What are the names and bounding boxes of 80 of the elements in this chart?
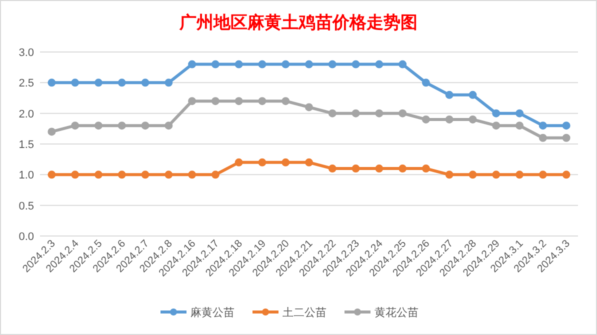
- point: [164, 170, 173, 179]
- point: [328, 164, 336, 173]
- point: [94, 170, 102, 179]
- point: [234, 97, 243, 106]
- point: [328, 109, 336, 118]
- y-tick-label: 1.5: [18, 139, 34, 151]
- point: [305, 103, 313, 112]
- y-tick-label: 2.0: [18, 108, 34, 120]
- point: [141, 78, 150, 87]
- point: [71, 170, 80, 179]
- point: [468, 170, 477, 179]
- point: [562, 134, 570, 142]
- point: [71, 78, 80, 87]
- point: [94, 78, 102, 87]
- point: [258, 158, 266, 166]
- legend-label: 黄花公苗: [374, 306, 418, 319]
- point: [71, 122, 80, 130]
- point: [468, 115, 477, 124]
- point: [422, 78, 430, 87]
- point: [118, 170, 126, 179]
- point: [422, 115, 430, 124]
- point: [188, 170, 196, 179]
- point: [492, 109, 500, 118]
- point: [211, 97, 220, 106]
- point: [445, 170, 454, 179]
- point: [164, 78, 173, 87]
- point: [258, 60, 266, 68]
- y-tick-label: 2.5: [18, 78, 34, 90]
- point: [516, 122, 524, 130]
- point: [188, 60, 196, 68]
- y-tick-label: 0.0: [18, 231, 34, 243]
- point: [211, 60, 220, 68]
- point: [258, 97, 266, 106]
- point: [234, 158, 243, 166]
- y-tick-label: 0.5: [18, 200, 34, 212]
- point: [375, 164, 384, 173]
- point: [141, 170, 150, 179]
- point: [282, 60, 290, 68]
- point: [562, 122, 570, 130]
- point: [118, 122, 126, 130]
- point: [328, 60, 336, 68]
- legend-label: 麻黄公苗: [190, 306, 234, 319]
- point: [422, 164, 430, 173]
- point: [48, 170, 56, 179]
- point: [398, 164, 407, 173]
- point: [538, 134, 547, 142]
- point: [118, 78, 126, 87]
- y-tick-label: 1.0: [18, 170, 34, 182]
- point: [282, 158, 290, 166]
- point: [445, 115, 454, 124]
- point: [538, 170, 547, 179]
- chart-title: 广州地区麻黄土鸡苗价格走势图: [178, 13, 418, 32]
- point: [516, 170, 524, 179]
- point: [188, 97, 196, 106]
- point: [282, 97, 290, 106]
- point: [352, 60, 360, 68]
- point: [141, 122, 150, 130]
- point: [234, 60, 243, 68]
- point: [352, 164, 360, 173]
- point: [375, 60, 384, 68]
- point: [352, 109, 360, 118]
- point: [164, 122, 173, 130]
- point: [468, 90, 477, 99]
- point: [538, 122, 547, 130]
- point: [305, 158, 313, 166]
- point: [211, 170, 220, 179]
- point: [48, 78, 56, 87]
- point: [398, 109, 407, 118]
- point: [516, 109, 524, 118]
- legend-label: 土二公苗: [282, 306, 326, 319]
- point: [562, 170, 570, 179]
- y-tick-label: 3.0: [18, 47, 34, 59]
- point: [398, 60, 407, 68]
- point: [492, 170, 500, 179]
- point: [492, 122, 500, 130]
- point: [445, 90, 454, 99]
- point: [94, 122, 102, 130]
- point: [375, 109, 384, 118]
- point: [48, 128, 56, 136]
- point: [305, 60, 313, 68]
